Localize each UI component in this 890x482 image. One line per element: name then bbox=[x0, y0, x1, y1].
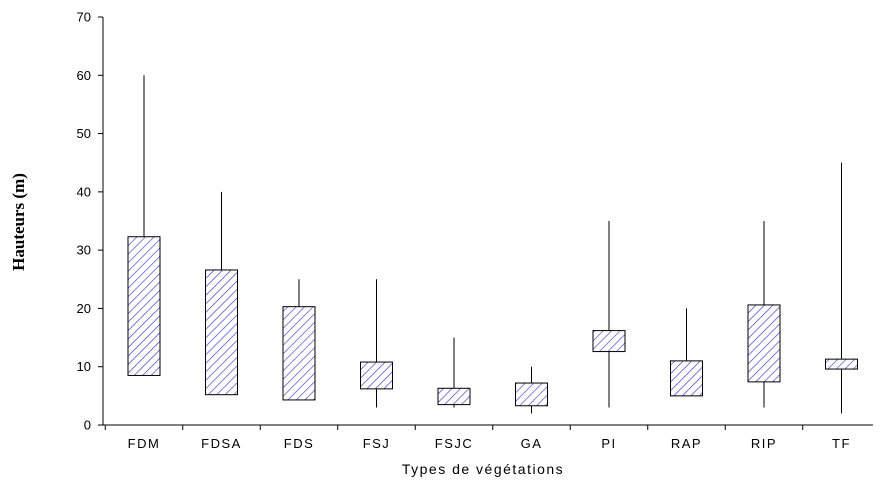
box-fdsa bbox=[205, 191, 238, 396]
x-tick-label: FDS bbox=[284, 436, 315, 451]
y-tick-label: 20 bbox=[77, 301, 91, 316]
box-body bbox=[592, 330, 626, 353]
box-body bbox=[670, 360, 703, 397]
y-axis-label: Hauteurs (m) bbox=[9, 173, 28, 271]
box-fds bbox=[282, 279, 316, 401]
x-tick-label: TF bbox=[832, 436, 851, 451]
box-body bbox=[360, 361, 393, 390]
box-body bbox=[127, 236, 161, 376]
box-fdm bbox=[127, 75, 161, 376]
x-tick-label: RAP bbox=[671, 436, 702, 451]
box-ga bbox=[515, 366, 548, 414]
x-tick-label: RIP bbox=[751, 436, 777, 451]
box-body bbox=[282, 306, 316, 401]
box-body bbox=[205, 269, 238, 396]
x-tick-label: FDM bbox=[128, 436, 161, 451]
axes: 0 10 20 30 40 50 60 70 FDM FDSA FDS FSJ FSJC GA PI RAP R… bbox=[77, 10, 873, 451]
box-fsjc bbox=[437, 337, 471, 408]
box-body bbox=[437, 387, 471, 406]
plot-area bbox=[127, 75, 858, 414]
x-tick-label: GA bbox=[521, 436, 543, 451]
y-tick-label: 30 bbox=[77, 243, 91, 258]
box-rip bbox=[747, 221, 781, 408]
box-pi bbox=[592, 221, 626, 408]
box-rap bbox=[670, 308, 703, 397]
x-tick-label: FSJ bbox=[363, 436, 391, 451]
box-body bbox=[825, 358, 858, 370]
x-tick-label: FDSA bbox=[201, 436, 242, 451]
y-tick-label: 10 bbox=[77, 359, 91, 374]
box-body bbox=[747, 304, 781, 383]
y-tick-label: 60 bbox=[77, 68, 91, 83]
y-tick-label: 40 bbox=[77, 184, 91, 199]
box-fsj bbox=[360, 279, 393, 408]
x-tick-label: FSJC bbox=[435, 436, 474, 451]
x-axis-label: Types de végétations bbox=[402, 461, 564, 477]
x-tick-label: PI bbox=[601, 436, 616, 451]
box-body bbox=[515, 382, 548, 407]
y-tick-label: 0 bbox=[84, 418, 91, 433]
y-tick-label: 70 bbox=[77, 10, 91, 25]
y-tick-label: 50 bbox=[77, 126, 91, 141]
box-tf bbox=[825, 162, 858, 414]
